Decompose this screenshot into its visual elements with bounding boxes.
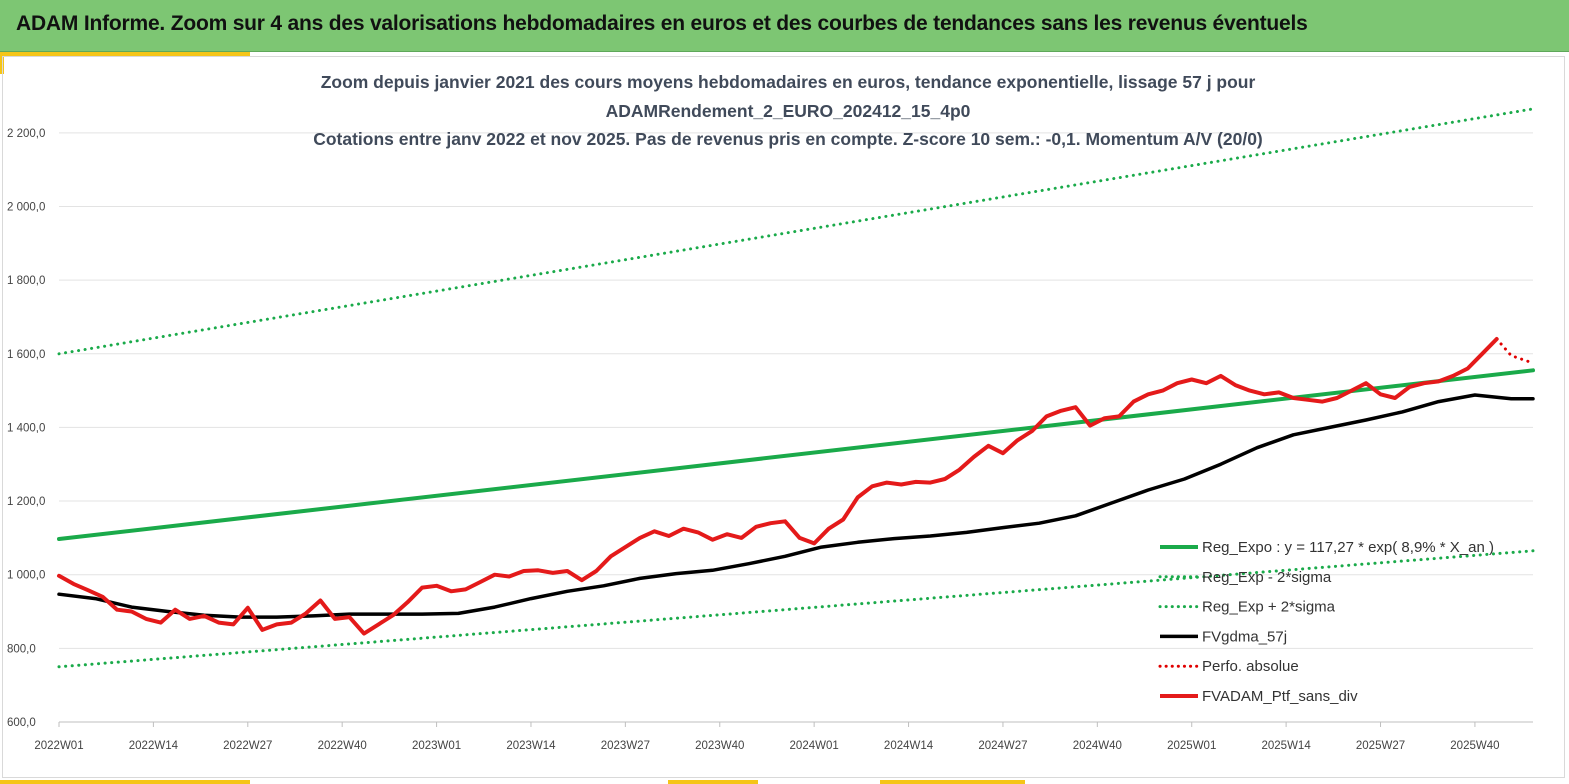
series-line-0 <box>57 368 1535 541</box>
series-line-4 <box>1495 337 1535 365</box>
x-tick-label: 2022W27 <box>223 740 272 752</box>
legend-label-3: FVgdma_57j <box>1202 628 1287 645</box>
accent-bar-bottom-left <box>0 780 250 784</box>
x-tick-label: 2023W27 <box>601 740 650 752</box>
y-tick-label: 1 200,0 <box>7 496 45 508</box>
x-tick-label: 2024W40 <box>1073 740 1122 752</box>
y-tick-label: 1 400,0 <box>7 422 45 434</box>
legend-label-1: Reg_Exp - 2*sigma <box>1202 569 1332 586</box>
x-tick-label: 2024W01 <box>790 740 839 752</box>
chart-title-line-2: ADAMRendement_2_EURO_202412_15_4p0 <box>606 101 971 121</box>
x-tick-label: 2022W01 <box>34 740 83 752</box>
legend-label-2: Reg_Exp + 2*sigma <box>1202 599 1336 616</box>
y-tick-label: 800,0 <box>7 643 36 655</box>
x-tick-label: 2025W01 <box>1167 740 1216 752</box>
x-tick-label: 2024W14 <box>884 740 934 752</box>
legend-label-5: FVADAM_Ptf_sans_div <box>1202 688 1358 705</box>
y-tick-label: 1 800,0 <box>7 275 45 287</box>
axes: 600,0 800,0 1 000,0 1 200,0 1 400,0 1 600,0 1 … <box>7 128 1533 752</box>
accent-bar-top <box>0 52 250 56</box>
series-line-1 <box>57 549 1535 669</box>
accent-bar-bottom-mid <box>668 780 758 784</box>
series-lines <box>57 107 1535 669</box>
series-line-3 <box>57 393 1535 619</box>
x-tick-label: 2025W14 <box>1262 740 1312 752</box>
accent-bar-bottom-right <box>880 780 1025 784</box>
y-tick-label: 2 200,0 <box>7 128 45 140</box>
legend-label-0: Reg_Expo : y = 117,27 * exp( 8,9% * X_an… <box>1202 539 1494 556</box>
y-tick-label: 600,0 <box>7 717 36 729</box>
report-header: ADAM Informe. Zoom sur 4 ans des valoris… <box>0 0 1569 52</box>
x-tick-label: 2022W40 <box>318 740 367 752</box>
x-tick-label: 2023W14 <box>506 740 556 752</box>
legend: Reg_Expo : y = 117,27 * exp( 8,9% * X_an… <box>1158 539 1494 705</box>
x-tick-label: 2025W27 <box>1356 740 1405 752</box>
grid-lines <box>59 132 1533 723</box>
legend-label-4: Perfo. absolue <box>1202 658 1299 675</box>
x-tick-label: 2023W40 <box>695 740 744 752</box>
chart-title: Zoom depuis janvier 2021 des cours moyen… <box>313 72 1263 149</box>
x-tick-label: 2025W40 <box>1450 740 1499 752</box>
x-tick-label: 2024W27 <box>978 740 1027 752</box>
x-tick-label: 2022W14 <box>129 740 179 752</box>
chart-title-line-3: Cotations entre janv 2022 et nov 2025. P… <box>313 129 1263 149</box>
y-tick-label: 2 000,0 <box>7 201 45 213</box>
series-line-2 <box>57 107 1535 356</box>
x-tick-label: 2023W01 <box>412 740 461 752</box>
chart-title-line-1: Zoom depuis janvier 2021 des cours moyen… <box>321 72 1256 92</box>
chart-frame <box>2 56 1565 778</box>
report-title: ADAM Informe. Zoom sur 4 ans des valoris… <box>16 12 1308 35</box>
y-tick-label: 1 000,0 <box>7 570 45 582</box>
y-tick-label: 1 600,0 <box>7 349 45 361</box>
series-line-5 <box>57 337 1499 636</box>
